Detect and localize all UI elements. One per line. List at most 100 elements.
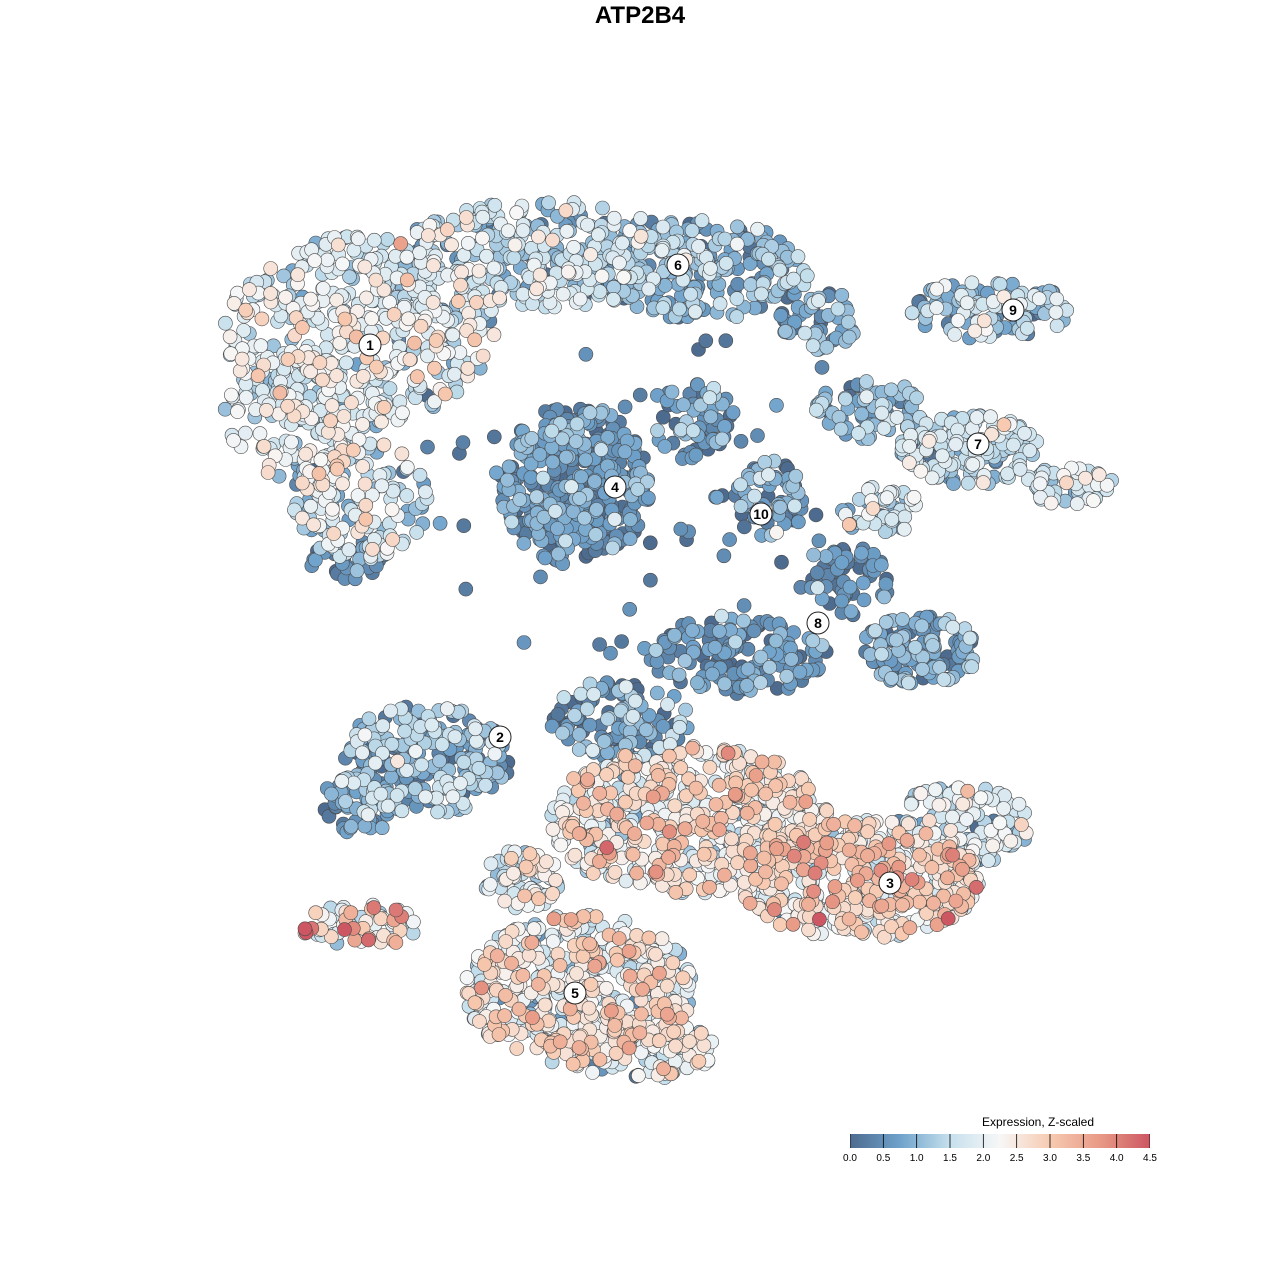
cell-point: [382, 294, 397, 310]
cell-point: [418, 789, 433, 805]
cell-point: [814, 360, 830, 375]
cell-point: [632, 387, 648, 403]
cell-point: [742, 895, 758, 911]
cell-point: [641, 930, 657, 946]
cell-point: [238, 390, 254, 405]
cell-point: [618, 679, 634, 695]
cell-point: [865, 501, 881, 516]
cell-point: [625, 847, 641, 862]
cell-point: [673, 521, 689, 537]
cell-point: [630, 481, 646, 497]
cell-point: [884, 512, 900, 527]
cell-point: [1011, 796, 1027, 812]
cell-point: [743, 858, 758, 873]
cell-point: [467, 332, 483, 348]
cell-point: [320, 252, 335, 268]
cell-point: [806, 883, 822, 899]
cell-point: [586, 686, 602, 702]
cell-point: [641, 281, 657, 297]
cell-point: [826, 816, 841, 832]
cell-point: [722, 532, 737, 547]
cell-point: [808, 507, 824, 523]
cell-point: [659, 1006, 675, 1022]
cell-point: [489, 948, 505, 964]
cell-point: [1014, 817, 1029, 832]
cell-point: [736, 519, 752, 535]
cell-point: [585, 743, 601, 758]
cell-point: [472, 1014, 487, 1029]
cell-point: [889, 410, 905, 425]
cell-point: [565, 1056, 581, 1072]
cell-point: [931, 797, 947, 813]
cell-point: [263, 261, 279, 276]
cell-point: [364, 311, 379, 326]
cell-point: [797, 325, 813, 341]
cell-point: [498, 934, 514, 949]
cell-point: [250, 368, 266, 384]
cell-point: [801, 897, 816, 912]
cell-point: [838, 391, 853, 407]
cell-point: [1003, 833, 1019, 849]
cell-point: [334, 773, 350, 789]
cell-point: [545, 934, 561, 949]
cell-point: [729, 291, 745, 306]
cell-point: [685, 623, 700, 638]
cell-point: [454, 264, 469, 280]
cell-point: [1059, 475, 1074, 491]
cell-point: [962, 630, 978, 646]
cell-point: [506, 865, 521, 881]
cell-point: [879, 490, 895, 506]
cell-point: [413, 318, 429, 334]
cell-point: [253, 338, 269, 354]
cell-point: [537, 550, 553, 566]
cell-point: [242, 282, 257, 297]
cell-point: [945, 847, 960, 863]
cell-point: [432, 515, 448, 531]
cell-point: [409, 369, 425, 385]
cell-point: [975, 475, 991, 490]
cell-point: [564, 479, 579, 495]
cell-point: [358, 511, 374, 527]
cell-point: [361, 932, 376, 948]
cell-point: [548, 872, 563, 888]
cell-point: [629, 928, 645, 943]
cell-point: [572, 291, 588, 307]
cell-point: [758, 786, 774, 802]
cell-point: [633, 229, 649, 244]
cell-point: [623, 512, 638, 527]
cell-point: [361, 711, 377, 727]
cell-point: [1017, 425, 1032, 441]
cell-point: [571, 742, 587, 757]
cell-point: [577, 510, 592, 526]
cell-point: [959, 812, 974, 827]
cluster-label-text: 1: [366, 337, 374, 353]
cell-point: [772, 262, 788, 278]
cell-point: [576, 909, 591, 924]
cell-point: [359, 290, 374, 306]
cell-point: [904, 872, 920, 887]
cell-point: [859, 374, 874, 389]
cell-point: [639, 815, 655, 831]
cell-point: [717, 867, 732, 883]
cell-point: [516, 635, 532, 650]
cell-point: [456, 518, 472, 534]
cell-point: [420, 228, 436, 243]
cell-point: [914, 618, 930, 634]
cell-point: [566, 240, 582, 255]
cell-point: [545, 454, 561, 470]
cell-point: [876, 420, 892, 436]
cell-point: [515, 286, 531, 302]
cell-point: [471, 760, 487, 776]
cell-point: [666, 1024, 682, 1040]
cell-point: [657, 439, 673, 454]
cell-point: [622, 968, 638, 984]
cell-point: [784, 651, 799, 667]
cell-point: [306, 517, 321, 533]
cell-point: [308, 905, 324, 921]
cell-point: [1031, 291, 1047, 307]
cell-point: [1049, 291, 1064, 307]
cell-point: [524, 935, 540, 950]
cell-point: [482, 877, 498, 892]
cell-point: [280, 398, 296, 414]
cell-point: [992, 815, 1008, 831]
